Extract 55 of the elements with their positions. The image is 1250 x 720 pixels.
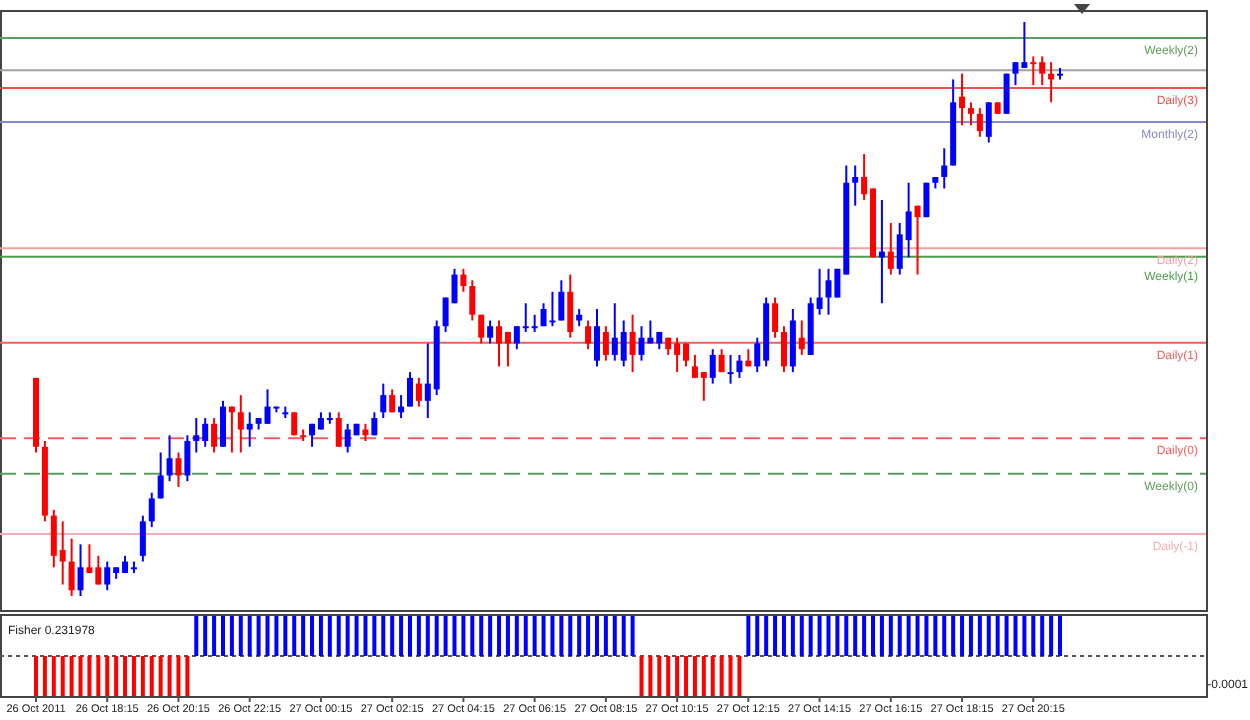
candlestick — [139, 514, 146, 563]
candlestick — [104, 560, 111, 592]
candlestick — [175, 451, 182, 488]
candlestick — [415, 376, 422, 408]
candlestick — [602, 325, 609, 362]
candlestick — [487, 319, 494, 345]
candlestick — [1003, 72, 1010, 115]
candlestick — [264, 388, 271, 425]
candlestick — [780, 325, 787, 374]
candlestick — [585, 319, 592, 351]
candlestick — [1030, 55, 1037, 87]
candlestick — [887, 221, 894, 276]
candlestick — [193, 417, 200, 454]
candlestick — [852, 164, 859, 207]
candlestick — [246, 411, 253, 448]
candlestick — [1012, 61, 1019, 87]
candlestick — [504, 330, 511, 368]
candlestick — [77, 543, 84, 597]
candlestick — [593, 308, 600, 368]
candlestick — [567, 273, 574, 339]
candlestick — [976, 107, 983, 138]
candlestick — [700, 371, 707, 402]
candlestick — [68, 537, 75, 597]
candlestick — [219, 399, 226, 448]
candlestick — [798, 319, 805, 356]
candlestick — [157, 451, 164, 500]
candlestick — [727, 353, 734, 385]
candlestick — [478, 313, 485, 345]
candlestick — [629, 313, 636, 374]
candlestick — [148, 491, 155, 529]
candlestick — [549, 290, 556, 328]
candlestick — [59, 520, 66, 586]
candlestick — [620, 319, 627, 368]
candlestick — [237, 394, 244, 454]
candlestick — [789, 308, 796, 374]
candlestick — [941, 147, 948, 190]
candlestick — [380, 382, 387, 420]
candlestick — [166, 434, 173, 483]
candlestick — [959, 72, 966, 127]
candlestick — [558, 279, 565, 322]
candlestick — [772, 296, 779, 339]
candlestick — [211, 417, 218, 454]
candlestick — [638, 325, 645, 362]
candlestick — [967, 101, 974, 127]
candlestick — [335, 411, 342, 448]
candlestick — [406, 371, 413, 408]
candlestick — [985, 101, 992, 144]
candlestick — [496, 319, 503, 368]
candlestick — [709, 348, 716, 385]
candlestick — [460, 267, 467, 293]
candlestick — [914, 204, 921, 276]
candlestick — [184, 434, 191, 483]
candlestick — [469, 279, 476, 322]
candlestick — [825, 267, 832, 316]
candlestick — [736, 353, 743, 379]
